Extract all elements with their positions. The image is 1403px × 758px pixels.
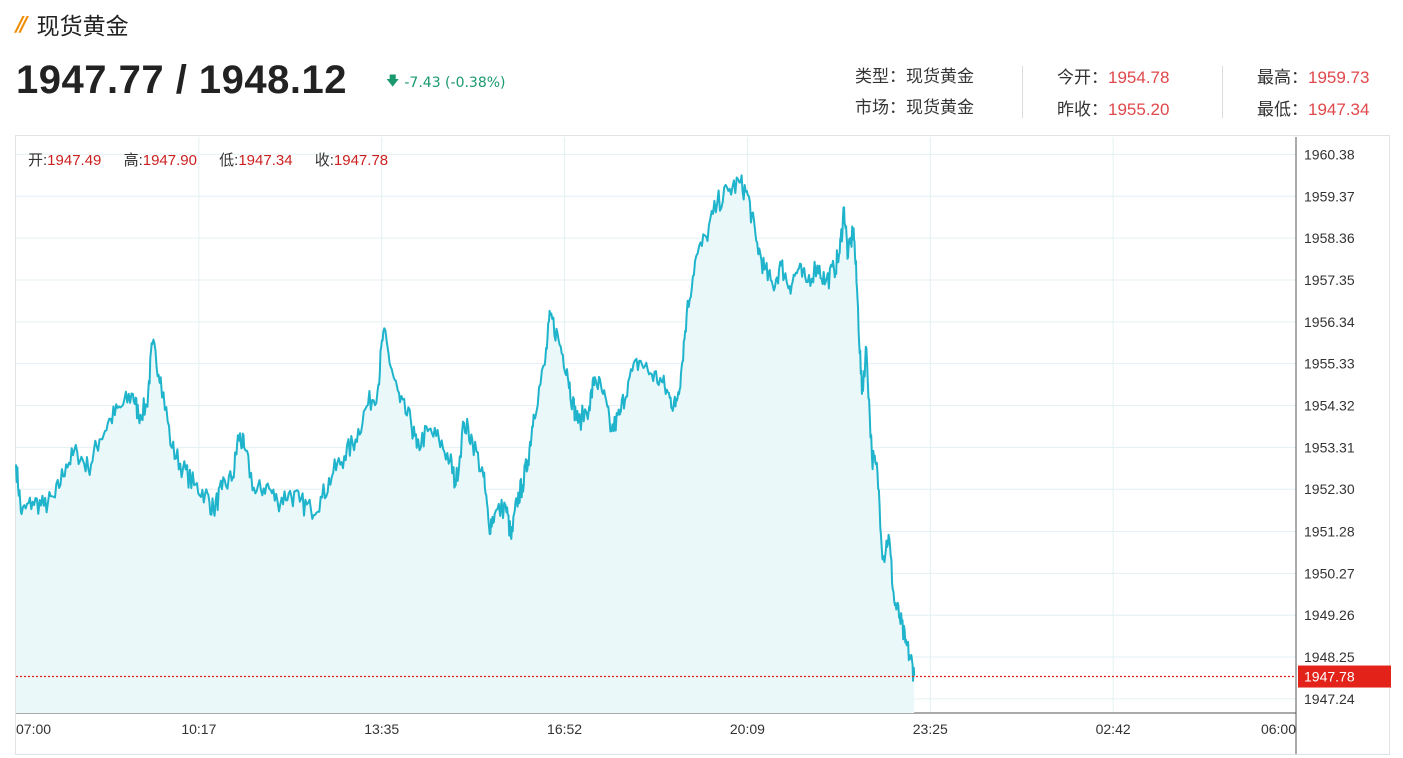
y-tick-label: 1949.26	[1304, 607, 1355, 623]
type-label: 类型：	[855, 67, 906, 87]
prev-close-value: 1955.20	[1108, 100, 1170, 119]
ohlc-low-value: 1947.34	[238, 152, 293, 169]
price-change-value: -7.43 (-0.38%)	[404, 75, 506, 91]
market-label: 市场：	[855, 98, 906, 118]
open-label: 今开：	[1057, 68, 1108, 88]
x-tick-label: 07:00	[16, 721, 51, 737]
low-label: 最低：	[1257, 100, 1308, 120]
y-tick-label: 1947.24	[1304, 691, 1355, 707]
y-tick-label: 1952.30	[1304, 481, 1355, 497]
high-value: 1959.73	[1308, 68, 1370, 87]
x-tick-label: 13:35	[364, 721, 399, 737]
info-divider	[1022, 66, 1023, 118]
ohlc-open-value: 1947.49	[47, 152, 102, 169]
y-tick-label: 1950.27	[1304, 565, 1355, 581]
y-tick-label: 1955.33	[1304, 356, 1355, 372]
ohlc-readout: 开:1947.49 高:1947.90 低:1947.34 收:1947.78	[28, 149, 406, 170]
down-arrow-icon: 🡇	[386, 74, 400, 89]
y-tick-label: 1953.31	[1304, 439, 1355, 455]
open-value: 1954.78	[1108, 68, 1170, 87]
title-row: // 现货黄金	[16, 8, 129, 40]
x-tick-label: 20:09	[730, 721, 765, 737]
info-high-low: 最高：1959.73 最低：1947.34	[1257, 62, 1369, 126]
chart-frame	[15, 135, 1390, 755]
ohlc-open-label: 开:	[28, 152, 48, 169]
x-tick-label: 16:52	[547, 721, 582, 737]
bid-ask-price: 1947.77 / 1948.12	[16, 58, 348, 102]
x-tick-label: 06:00	[1261, 721, 1296, 737]
ohlc-close-value: 1947.78	[333, 152, 389, 169]
y-tick-label: 1956.34	[1304, 314, 1355, 330]
info-divider	[1222, 66, 1223, 118]
ohlc-low-label: 低:	[219, 152, 239, 169]
x-tick-label: 23:25	[913, 721, 948, 737]
series-line	[15, 174, 916, 682]
high-label: 最高：	[1257, 68, 1308, 88]
ohlc-close-label: 收:	[314, 152, 334, 169]
y-tick-label: 1951.28	[1304, 523, 1355, 539]
x-tick-label: 10:17	[181, 721, 216, 737]
info-open-close: 今开：1954.78 昨收：1955.20	[1057, 62, 1169, 126]
info-type-market: 类型：现货黄金 市场：现货黄金	[855, 62, 974, 124]
type-value: 现货黄金	[906, 67, 974, 87]
current-price-badge	[1298, 665, 1391, 688]
y-tick-label: 1960.38	[1304, 146, 1355, 162]
low-value: 1947.34	[1308, 100, 1370, 119]
brand-slash-icon: //	[16, 12, 27, 36]
y-tick-label: 1958.36	[1304, 230, 1355, 246]
y-tick-label: 1959.37	[1304, 188, 1355, 204]
x-tick-label: 02:42	[1096, 721, 1131, 737]
ohlc-high-value: 1947.90	[142, 152, 197, 169]
y-tick-label: 1954.32	[1304, 398, 1355, 414]
y-tick-label: 1948.25	[1304, 649, 1355, 665]
current-price-label: 1947.78	[1304, 669, 1355, 685]
prev-close-label: 昨收：	[1057, 100, 1108, 120]
instrument-title: 现货黄金	[36, 14, 129, 40]
price-change: 🡇 -7.43 (-0.38%)	[386, 72, 506, 94]
series-area	[16, 175, 915, 713]
market-value: 现货黄金	[906, 98, 974, 118]
y-tick-label: 1957.35	[1304, 272, 1355, 288]
ohlc-high-label: 高:	[123, 152, 143, 169]
